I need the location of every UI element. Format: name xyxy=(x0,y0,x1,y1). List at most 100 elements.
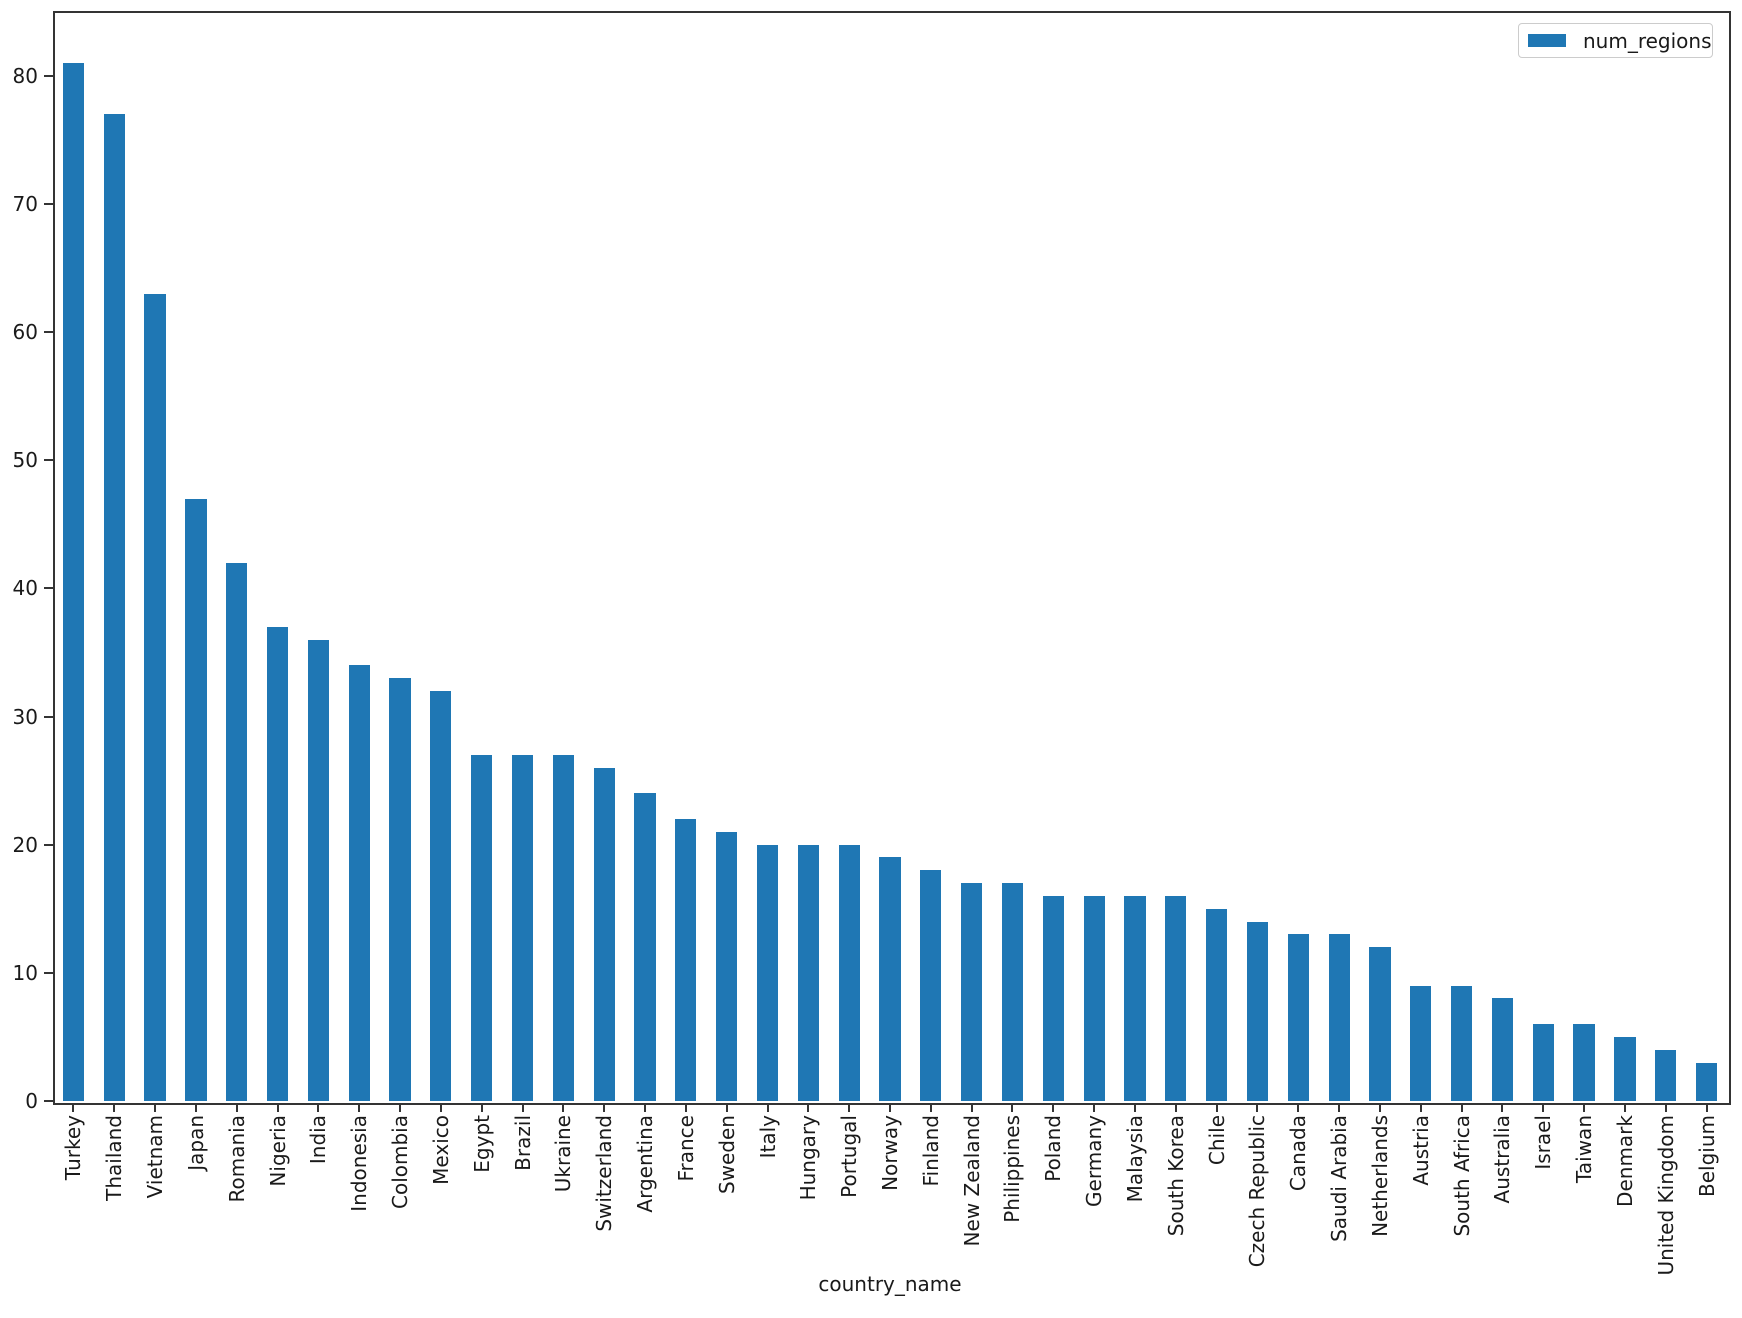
y-tick xyxy=(44,74,53,77)
x-tick xyxy=(684,1103,687,1112)
x-tick xyxy=(1256,1103,1259,1112)
bar xyxy=(389,678,411,1101)
x-tick xyxy=(1378,1103,1381,1112)
x-tick-label: Egypt xyxy=(469,1115,494,1173)
x-tick xyxy=(235,1103,238,1112)
bar xyxy=(552,754,574,1101)
x-tick-label: Malaysia xyxy=(1122,1115,1147,1203)
bar xyxy=(103,114,125,1101)
bar xyxy=(838,844,860,1101)
x-tick-label: Denmark xyxy=(1612,1115,1637,1207)
x-tick-label: Portugal xyxy=(837,1115,862,1198)
x-tick xyxy=(276,1103,279,1112)
bar xyxy=(961,883,983,1101)
x-tick xyxy=(1705,1103,1708,1112)
x-tick-label: Mexico xyxy=(428,1115,453,1185)
y-tick xyxy=(44,202,53,205)
bar xyxy=(879,857,901,1101)
bar xyxy=(430,690,452,1101)
y-tick-label: 70 xyxy=(12,191,38,216)
x-tick xyxy=(1052,1103,1055,1112)
x-tick xyxy=(1623,1103,1626,1112)
x-tick xyxy=(562,1103,565,1112)
x-tick-label: Finland xyxy=(918,1115,943,1187)
x-tick-label: Ukraine xyxy=(551,1115,576,1193)
x-tick xyxy=(399,1103,402,1112)
x-tick-label: Saudi Arabia xyxy=(1327,1115,1352,1242)
y-tick-label: 40 xyxy=(12,576,38,601)
x-tick xyxy=(1460,1103,1463,1112)
legend: num_regions xyxy=(1518,23,1713,58)
x-tick xyxy=(480,1103,483,1112)
x-tick-label: Austria xyxy=(1408,1115,1433,1186)
x-tick-label: Canada xyxy=(1286,1115,1311,1192)
y-tick xyxy=(44,715,53,718)
x-tick-label: Colombia xyxy=(388,1115,413,1209)
x-tick xyxy=(1215,1103,1218,1112)
bar xyxy=(1246,921,1269,1101)
bar xyxy=(471,754,493,1101)
y-tick-label: 10 xyxy=(12,960,38,985)
x-tick xyxy=(1297,1103,1300,1112)
x-tick-label: Taiwan xyxy=(1572,1115,1597,1184)
y-tick xyxy=(44,971,53,974)
x-tick xyxy=(1011,1103,1014,1112)
y-tick-label: 30 xyxy=(12,704,38,729)
x-tick-label: Turkey xyxy=(61,1115,86,1181)
x-tick-label: Brazil xyxy=(510,1115,535,1171)
bar xyxy=(62,62,85,1101)
x-tick xyxy=(1093,1103,1096,1112)
bar xyxy=(307,639,329,1101)
x-tick xyxy=(358,1103,361,1112)
x-tick-label: Indonesia xyxy=(347,1115,372,1212)
x-tick-label: Italy xyxy=(755,1115,780,1159)
x-tick xyxy=(644,1103,647,1112)
y-tick xyxy=(44,331,53,334)
x-tick-label: Hungary xyxy=(796,1115,821,1201)
x-tick xyxy=(1133,1103,1136,1112)
x-tick-label: South Korea xyxy=(1163,1115,1188,1237)
bar xyxy=(226,562,248,1101)
x-tick xyxy=(1501,1103,1504,1112)
x-tick xyxy=(848,1103,851,1112)
x-tick xyxy=(929,1103,932,1112)
x-tick-label: Romania xyxy=(224,1115,249,1203)
bar xyxy=(1695,1062,1718,1101)
y-tick xyxy=(44,843,53,846)
x-tick-label: South Africa xyxy=(1449,1115,1474,1237)
legend-label: num_regions xyxy=(1583,28,1712,53)
bar xyxy=(797,844,819,1101)
x-tick xyxy=(317,1103,320,1112)
bar xyxy=(1001,883,1024,1101)
x-tick-label: Belgium xyxy=(1694,1115,1719,1197)
x-tick xyxy=(970,1103,973,1112)
y-tick xyxy=(44,459,53,462)
y-tick-label: 0 xyxy=(25,1089,38,1113)
bar xyxy=(1287,934,1309,1101)
x-tick-label: Japan xyxy=(183,1115,208,1171)
bar xyxy=(185,498,207,1101)
x-tick-label: Vietnam xyxy=(143,1115,168,1199)
y-tick-label: 80 xyxy=(12,63,38,88)
x-tick xyxy=(1419,1103,1422,1112)
x-tick xyxy=(1542,1103,1545,1112)
bar xyxy=(1124,895,1146,1101)
bar xyxy=(1083,895,1105,1101)
x-tick-label: Czech Republic xyxy=(1245,1115,1270,1268)
bar xyxy=(1165,895,1187,1101)
bar xyxy=(756,844,779,1101)
x-tick xyxy=(807,1103,810,1112)
bar xyxy=(675,819,697,1101)
y-tick-label: 60 xyxy=(12,320,38,345)
x-tick xyxy=(603,1103,606,1112)
bar xyxy=(1573,1024,1595,1101)
bar xyxy=(1328,934,1350,1101)
x-tick xyxy=(1174,1103,1177,1112)
bar xyxy=(266,626,289,1101)
x-tick xyxy=(889,1103,891,1112)
x-tick-label: Philippines xyxy=(1000,1115,1025,1223)
x-tick-label: Switzerland xyxy=(592,1115,617,1232)
bar xyxy=(1655,1049,1677,1101)
bar xyxy=(348,665,370,1101)
